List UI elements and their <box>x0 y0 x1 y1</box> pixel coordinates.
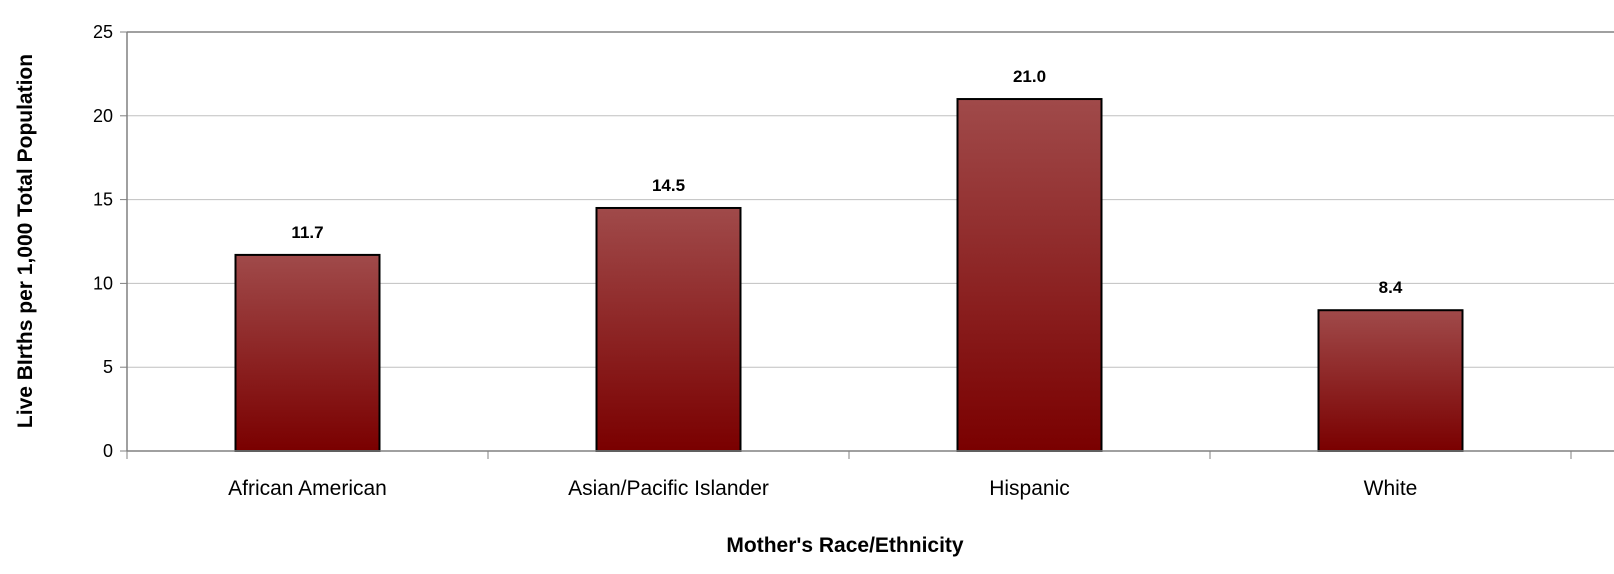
x-tick-label: White <box>1364 477 1418 500</box>
bar-african-american <box>234 253 381 452</box>
data-label: 21.0 <box>1013 67 1046 86</box>
axes <box>120 31 1614 459</box>
data-label: 14.5 <box>652 176 685 195</box>
bar-hispanic <box>956 98 1103 452</box>
data-label: 8.4 <box>1379 278 1403 297</box>
bar-white <box>1317 309 1464 452</box>
labels: 0 5 10 15 20 25 11.7 African American 14.5 Asian/… <box>93 22 1417 500</box>
y-tick-label: 15 <box>93 190 113 210</box>
x-axis-title: Mother's Race/Ethnicity <box>726 534 964 557</box>
bars <box>234 98 1464 452</box>
y-tick-label: 25 <box>93 22 113 42</box>
bar-asian-pacific-islander <box>595 206 742 452</box>
x-tick-label: African American <box>228 477 387 500</box>
x-tick-label: Asian/Pacific Islander <box>568 477 769 500</box>
data-label: 11.7 <box>291 223 323 242</box>
y-tick-label: 5 <box>103 357 113 377</box>
y-tick-label: 0 <box>103 441 113 461</box>
y-tick-label: 20 <box>93 106 113 126</box>
x-tick-label: Hispanic <box>989 477 1070 500</box>
y-axis-title: Live BIrths per 1,000 Total Population <box>14 54 37 428</box>
y-tick-label: 10 <box>93 273 113 293</box>
